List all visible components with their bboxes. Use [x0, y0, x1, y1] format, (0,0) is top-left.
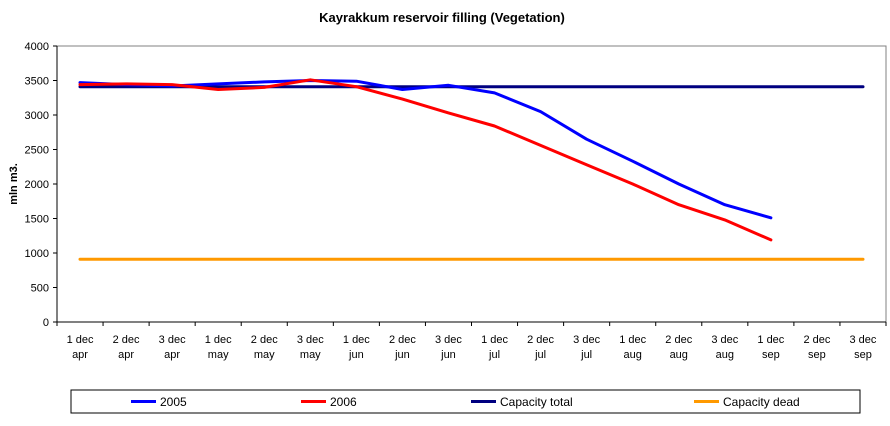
- x-tick-label-month: sep: [854, 349, 872, 361]
- x-tick-label: 2 dec: [251, 334, 278, 346]
- chart-title: Kayrakkum reservoir filling (Vegetation): [319, 10, 565, 25]
- x-tick-label-month: apr: [164, 349, 180, 361]
- legend-box: [70, 389, 861, 414]
- legend-label: Capacity total: [500, 395, 573, 409]
- y-tick-label: 1500: [25, 214, 49, 226]
- x-tick-label: 3 dec: [850, 334, 877, 346]
- series-line-2005: [78, 79, 773, 220]
- x-tick-label: 1 dec: [205, 334, 232, 346]
- series-line-2006: [78, 78, 773, 242]
- x-tick-label-month: jul: [488, 349, 500, 361]
- x-tick-label-month: jun: [394, 349, 410, 361]
- plot-area: [56, 45, 887, 323]
- x-tick-label: 3 dec: [711, 334, 738, 346]
- y-tick-label: 1000: [25, 248, 49, 260]
- y-tick-label: 500: [31, 283, 49, 295]
- y-axis-label: mln m3.: [8, 163, 20, 205]
- legend-label: 2005: [160, 395, 187, 409]
- y-tick-label: 3500: [25, 76, 49, 88]
- legend: 2005 2006 Capacity total Capacity dead: [70, 389, 861, 414]
- x-tick-label-month: sep: [808, 349, 826, 361]
- legend-label: Capacity dead: [723, 395, 800, 409]
- x-tick-label-month: sep: [762, 349, 780, 361]
- x-tick-label: 2 dec: [665, 334, 692, 346]
- x-tick-label: 1 dec: [481, 334, 508, 346]
- y-tick-label: 2000: [25, 179, 49, 191]
- x-tick-label-month: may: [300, 349, 321, 361]
- y-tick-label: 3000: [25, 110, 49, 122]
- x-tick-label-month: jun: [348, 349, 364, 361]
- x-tick-label-month: jul: [580, 349, 592, 361]
- y-tick-label: 2500: [25, 145, 49, 157]
- axes: [53, 45, 887, 326]
- x-tick-label: 2 dec: [803, 334, 830, 346]
- x-tick-label: 1 dec: [757, 334, 784, 346]
- x-tick-label: 2 dec: [527, 334, 554, 346]
- x-tick-label-month: apr: [72, 349, 88, 361]
- x-tick-label: 3 dec: [435, 334, 462, 346]
- y-tick-label: 0: [43, 317, 49, 329]
- x-tick-label-month: jun: [440, 349, 456, 361]
- x-tick-label: 3 dec: [159, 334, 186, 346]
- x-tick-label-month: apr: [118, 349, 134, 361]
- x-tick-label: 3 dec: [297, 334, 324, 346]
- x-tick-label-month: aug: [670, 349, 688, 361]
- x-tick-label: 1 dec: [67, 334, 94, 346]
- x-tick-label: 1 dec: [343, 334, 370, 346]
- x-tick-label-month: jul: [534, 349, 546, 361]
- x-tick-label: 2 dec: [113, 334, 140, 346]
- y-tick-label: 4000: [25, 41, 49, 53]
- x-tick-label-month: may: [208, 349, 229, 361]
- series-lines: [78, 78, 865, 261]
- x-tick-label: 2 dec: [389, 334, 416, 346]
- x-tick-label: 3 dec: [573, 334, 600, 346]
- x-tick-label-month: aug: [716, 349, 734, 361]
- x-tick-label-month: aug: [624, 349, 642, 361]
- x-tick-label-month: may: [254, 349, 275, 361]
- tick-labels: 0 500 1000 1500 2000 2500 3000 3500 4000 1 dec apr…: [25, 41, 877, 361]
- legend-label: 2006: [330, 395, 357, 409]
- x-tick-label: 1 dec: [619, 334, 646, 346]
